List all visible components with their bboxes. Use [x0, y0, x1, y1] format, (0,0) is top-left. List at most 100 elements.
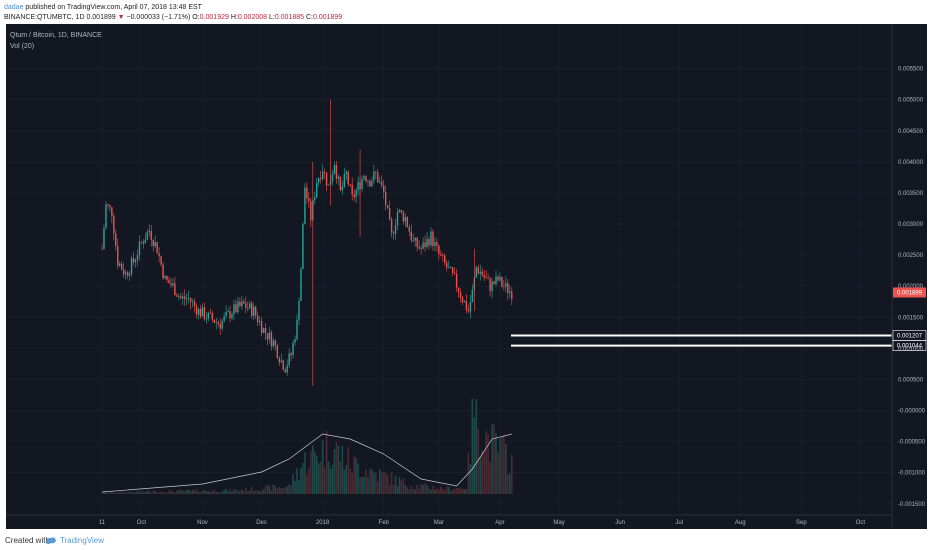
volume-bar	[335, 442, 338, 494]
candle-body	[237, 301, 239, 313]
volume-bar	[187, 489, 190, 494]
author-link[interactable]: dadae	[4, 4, 24, 11]
candle-body	[341, 186, 344, 191]
candle-body	[264, 328, 267, 334]
volume-bar	[339, 461, 342, 494]
time-tick-label: Oct	[137, 520, 147, 526]
volume-bar	[270, 490, 273, 494]
volume-bar	[475, 399, 478, 494]
tradingview-logo-icon	[46, 537, 56, 544]
volume-bar	[266, 485, 269, 494]
candle-body	[152, 240, 154, 247]
candle-body	[327, 184, 330, 186]
candle-body	[318, 178, 320, 183]
candle-body	[481, 271, 483, 275]
volume-bar	[191, 490, 194, 494]
volume-bar	[325, 430, 328, 494]
candle-body	[187, 298, 190, 299]
candle-body	[321, 171, 324, 180]
candle-body	[383, 185, 385, 192]
candle-body	[451, 267, 454, 273]
candle-body	[446, 262, 448, 268]
candle-body	[404, 217, 407, 222]
close-label: C:	[304, 14, 313, 21]
volume-bar	[455, 488, 458, 494]
volume-bar	[463, 489, 466, 494]
publish-text: published on TradingView.com, April 07, …	[23, 4, 202, 11]
volume-bar	[256, 490, 259, 494]
candle-body	[406, 217, 409, 227]
volume-bar	[449, 491, 452, 494]
candle-body	[333, 165, 336, 174]
candle-body	[367, 180, 369, 182]
candle-body	[146, 232, 149, 240]
candle-body	[428, 239, 430, 246]
price-chart[interactable]: 0.001207 0.001044 0.005500 0.005000 0.00450…	[6, 24, 927, 529]
volume-bar	[246, 491, 249, 494]
candle-body	[215, 322, 217, 323]
volume-bar	[288, 484, 290, 494]
volume-bar	[304, 452, 306, 494]
horizontal-lines[interactable]: 0.001207 0.001044	[511, 330, 927, 351]
volume-bar	[258, 490, 261, 494]
volume-bar	[353, 455, 355, 494]
volume-bar	[440, 486, 442, 494]
volume-bar	[126, 492, 129, 494]
candle-body	[491, 281, 493, 292]
volume-bar	[298, 480, 300, 494]
volume-bar	[345, 464, 348, 494]
volume-bar	[264, 486, 267, 494]
volume-bar	[451, 489, 454, 494]
candle-body	[365, 176, 367, 182]
candle-body	[408, 226, 411, 232]
volume-bar	[215, 491, 218, 494]
volume-bar	[148, 491, 151, 494]
candle-body	[199, 308, 202, 317]
volume-bar	[278, 486, 281, 494]
volume-bar	[308, 468, 310, 494]
candle-body	[150, 230, 152, 241]
volume-bar	[508, 473, 511, 494]
grid	[6, 24, 892, 515]
price-tick-label: 0.000500	[898, 377, 924, 383]
volume-bar	[274, 486, 277, 494]
volume-bar	[300, 467, 302, 494]
candle-body	[294, 339, 296, 343]
volume-bar	[250, 487, 253, 494]
volume-bar	[150, 492, 153, 494]
candle-body	[302, 224, 304, 269]
volume-bar	[237, 490, 239, 494]
volume-bar	[284, 487, 287, 494]
volume-bar	[233, 489, 235, 494]
volume-bar	[489, 461, 491, 494]
candle-body	[235, 304, 237, 313]
volume-bar	[337, 445, 340, 494]
candle-body	[217, 322, 219, 324]
volume-bar	[195, 489, 198, 494]
volume-bar	[410, 486, 413, 494]
candle-body	[247, 307, 249, 309]
candle-body	[176, 295, 178, 297]
candle-body	[298, 300, 300, 320]
price-tick-label: -0.000000	[898, 409, 926, 415]
candle-body	[461, 297, 464, 303]
support-line-price: 0.001207	[897, 334, 923, 340]
chart-panel[interactable]: 0.001207 0.001044 0.005500 0.005000 0.00450…	[6, 24, 927, 529]
candle-body	[499, 276, 501, 281]
candle-body	[349, 184, 351, 185]
low-label: L:	[267, 14, 275, 21]
candle-body	[119, 263, 121, 266]
volume-bar	[209, 491, 212, 494]
tradingview-brand[interactable]: TradingView	[60, 536, 105, 545]
candle-body	[292, 342, 294, 356]
price-axis[interactable]: 0.005500 0.005000 0.004500 0.004000 0.003500…	[898, 67, 926, 508]
volume-bar	[384, 473, 387, 494]
candle-body	[170, 283, 172, 286]
volume-bar	[434, 489, 436, 494]
volume-bar	[235, 489, 237, 494]
time-tick-label: Nov	[197, 520, 208, 526]
time-tick-label: Oct	[856, 520, 866, 526]
volume-bar	[367, 477, 369, 494]
candle-body	[189, 298, 192, 302]
time-axis[interactable]: 11 Oct Nov Dec 2018 Feb Mar Apr May Jun Jul Aug Sep O…	[99, 520, 866, 526]
